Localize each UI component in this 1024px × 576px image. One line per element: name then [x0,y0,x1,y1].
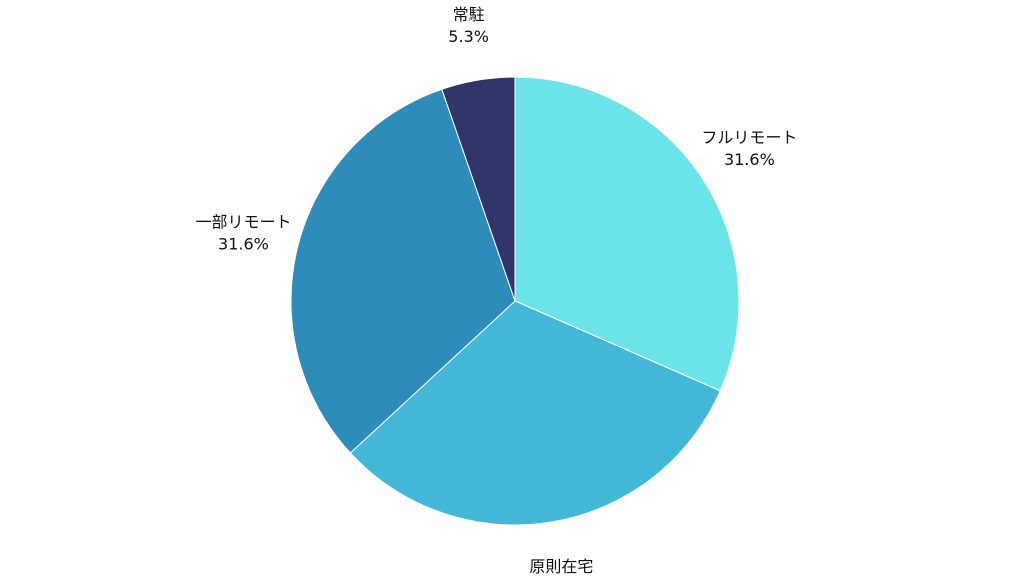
pie-slice-2 [290,88,516,454]
slice-category-label: フルリモート [701,128,797,147]
pie-labels: フルリモート 31.6% 原則在宅31.6% 一部リモート 31.6% 常駐 5.3% [195,5,797,576]
pie-slice-0 [514,76,740,392]
pie-slices [290,76,740,526]
pie-slice-3 [441,76,516,302]
slice-category-label: 一部リモート [195,213,291,232]
slice-percent-label: 31.6% [218,235,269,254]
slice-category-label: 常駐 [453,5,485,24]
slice-category-label: 原則在宅 [529,557,593,576]
slice-percent-label: 5.3% [448,27,489,46]
pie-slice-label-3: 常駐 5.3% [448,5,489,46]
pie-slice-label-1: 原則在宅31.6% [529,557,593,576]
pie-slice-label-0: フルリモート 31.6% [701,128,797,169]
pie-slice-1 [349,300,721,526]
slice-percent-label: 31.6% [724,150,775,169]
pie-slice-label-2: 一部リモート 31.6% [195,213,291,254]
